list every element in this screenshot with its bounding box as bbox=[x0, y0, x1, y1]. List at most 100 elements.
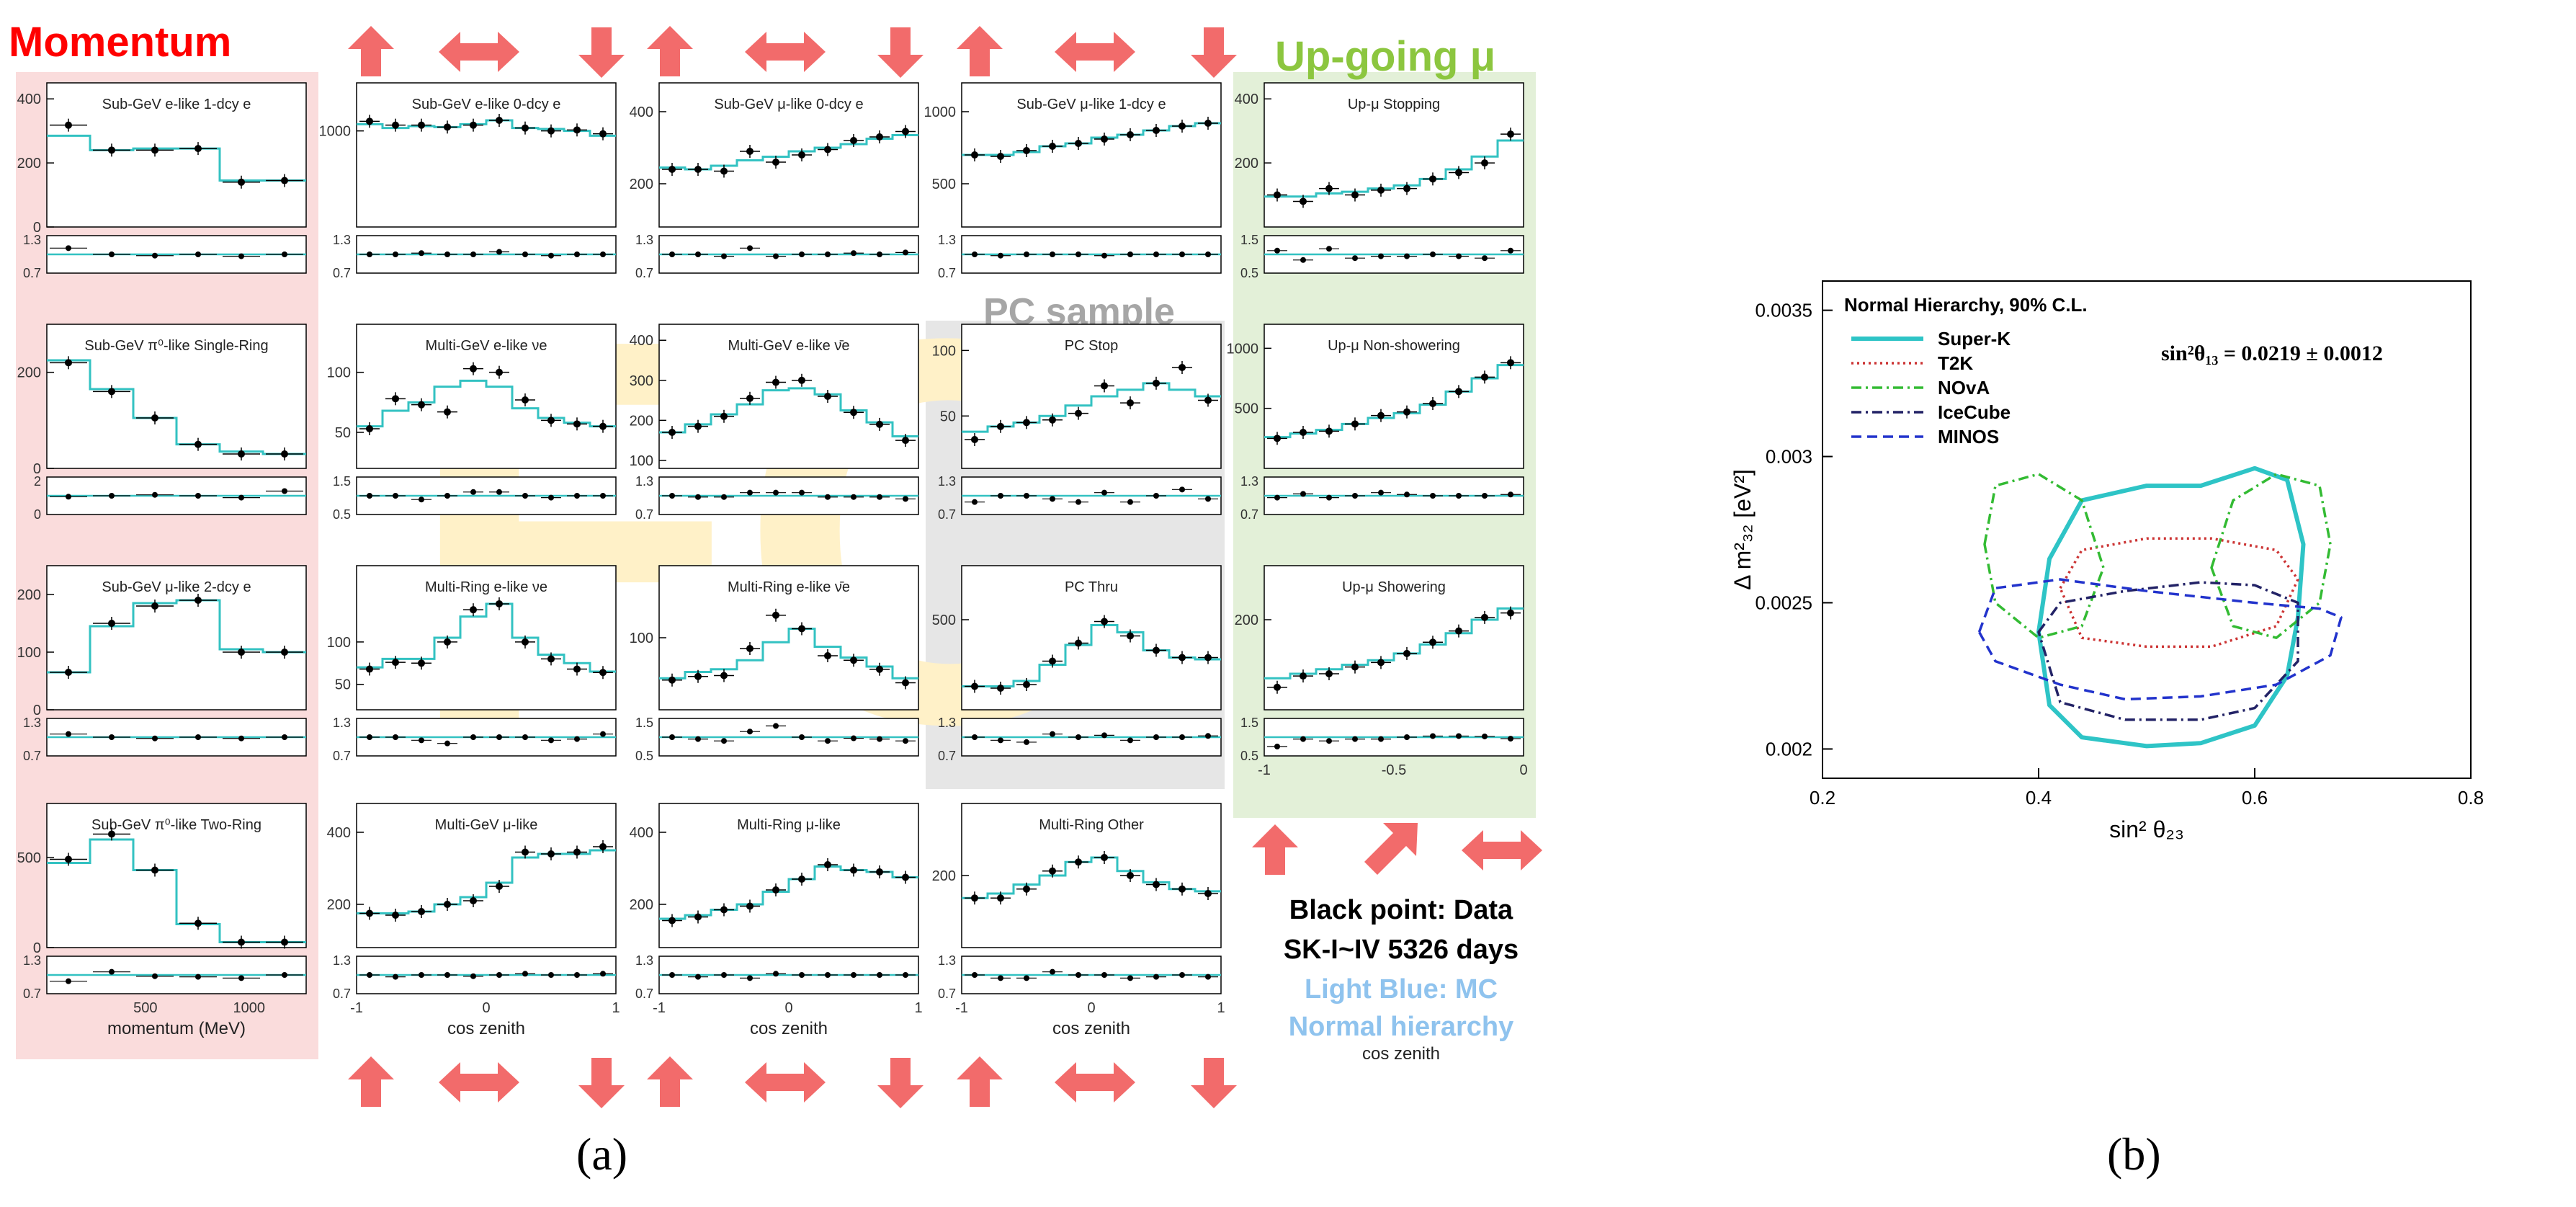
data-point bbox=[392, 121, 399, 129]
panel-frame bbox=[658, 803, 919, 948]
data-point bbox=[392, 395, 399, 403]
data-point bbox=[1101, 382, 1108, 390]
ratio-point bbox=[574, 493, 580, 499]
ratio-point bbox=[600, 971, 606, 977]
contour-minos bbox=[1977, 578, 2343, 701]
ratio-tick-label: 1.3 bbox=[635, 953, 653, 968]
data-point bbox=[1075, 140, 1082, 147]
data-point bbox=[1351, 420, 1359, 428]
data-point bbox=[1127, 872, 1134, 879]
panel-2-0: Sub-GeV μ-like 0-dcy e 400 200 1.3 0.7 bbox=[630, 82, 919, 280]
arrow-up-icon bbox=[957, 26, 1003, 76]
ratio-point bbox=[1378, 489, 1384, 496]
y-tick-label: 1000 bbox=[924, 104, 957, 120]
ratio-point bbox=[998, 975, 1003, 981]
ratio-point bbox=[1127, 737, 1133, 744]
data-point bbox=[772, 378, 779, 386]
ratio-point bbox=[522, 971, 528, 977]
ratio-point bbox=[903, 972, 908, 978]
ratio-tick-label: 1.5 bbox=[333, 474, 351, 489]
ratio-point bbox=[1205, 251, 1211, 257]
panel-title: Multi-GeV e-like ν̄e bbox=[728, 338, 850, 354]
ratio-point bbox=[1075, 251, 1081, 257]
x-tick-label: 1000 bbox=[233, 1000, 266, 1016]
ratio-point bbox=[367, 734, 372, 740]
panel-1-1: Multi-GeV e-like νe 100 50 1.5 0.5 bbox=[327, 324, 617, 522]
panel-3-1: PC Stop 100 50 1.3 0.7 bbox=[932, 324, 1222, 522]
data-point bbox=[1204, 120, 1212, 127]
ratio-point bbox=[799, 251, 805, 257]
ratio-point bbox=[1153, 974, 1159, 980]
data-point bbox=[1179, 885, 1186, 893]
arrow-down-icon bbox=[877, 1058, 923, 1108]
panel-title: PC Thru bbox=[1065, 579, 1118, 595]
data-point bbox=[1429, 400, 1436, 407]
panel-3-2: PC Thru 500 1.3 0.7 bbox=[932, 565, 1222, 763]
x-tick-label: 0 bbox=[1087, 1000, 1095, 1016]
data-point bbox=[1455, 169, 1462, 177]
y-tick-label: 100 bbox=[17, 645, 41, 661]
data-point bbox=[108, 830, 115, 838]
x-tick-label: 0 bbox=[784, 1000, 792, 1016]
ratio-tick-label: 1.5 bbox=[1240, 233, 1258, 247]
x-tick-label: 0.4 bbox=[2026, 787, 2052, 809]
ratio-point bbox=[773, 489, 779, 496]
data-point bbox=[1300, 197, 1307, 205]
arrow-top-5 bbox=[877, 27, 923, 78]
arrow-bottom-2 bbox=[578, 1058, 625, 1108]
data-point bbox=[1403, 184, 1410, 192]
x-tick-label: 0.6 bbox=[2242, 787, 2268, 809]
data-point bbox=[997, 685, 1004, 692]
data-point bbox=[720, 167, 728, 175]
data-point bbox=[108, 388, 115, 396]
data-point bbox=[824, 652, 831, 659]
x-tick-label: -0.5 bbox=[1382, 762, 1406, 778]
ratio-point bbox=[721, 738, 727, 744]
ratio-tick-label: 1.3 bbox=[333, 233, 351, 247]
panel-0-2: Sub-GeV μ-like 2-dcy e 200 100 01.3 0.7 bbox=[17, 565, 307, 763]
x-axis-title: sin² θ₂₃ bbox=[2109, 816, 2184, 842]
y-tick-label: 50 bbox=[940, 409, 956, 424]
ratio-point bbox=[419, 250, 424, 257]
ratio-point bbox=[998, 493, 1003, 499]
ratio-point bbox=[1456, 493, 1462, 499]
data-point bbox=[194, 440, 202, 448]
ratio-point bbox=[1101, 489, 1107, 496]
ratio-tick-label: 1.3 bbox=[23, 953, 41, 968]
y-tick-label: 0.0035 bbox=[1755, 300, 1812, 321]
panel-2-2: Multi-Ring e-like ν̄e 100 1.5 0.5 bbox=[630, 565, 919, 763]
data-point bbox=[65, 855, 72, 863]
y-tick-label: 200 bbox=[932, 868, 956, 884]
ratio-tick-label: 1.3 bbox=[1240, 474, 1258, 489]
ratio-point bbox=[1378, 736, 1384, 742]
x-tick-label: -1 bbox=[350, 1000, 363, 1016]
arrow-bottom-5 bbox=[877, 1058, 923, 1108]
ratio-tick-label: 0.7 bbox=[938, 266, 956, 280]
arrow-top-8 bbox=[1191, 27, 1237, 78]
panel-title: Sub-GeV e-like 0-dcy e bbox=[412, 97, 561, 112]
ratio-point bbox=[903, 738, 908, 744]
data-point bbox=[1101, 135, 1108, 143]
mc-histogram bbox=[1264, 607, 1524, 680]
y-tick-label: 400 bbox=[630, 104, 653, 120]
data-point bbox=[824, 146, 831, 153]
ratio-point bbox=[238, 494, 244, 501]
ratio-point bbox=[1482, 493, 1488, 499]
data-point bbox=[997, 153, 1004, 160]
arrow-top-7 bbox=[1055, 32, 1135, 72]
data-point bbox=[1179, 364, 1186, 371]
arrow-top-6 bbox=[957, 26, 1003, 76]
ratio-point bbox=[747, 489, 753, 496]
ratio-point bbox=[195, 974, 201, 980]
data-point bbox=[470, 365, 477, 373]
ratio-point bbox=[695, 494, 701, 500]
ratio-point bbox=[1153, 734, 1159, 740]
ratio-point bbox=[669, 972, 675, 978]
data-point bbox=[573, 848, 581, 856]
ratio-tick-label: 1.5 bbox=[1240, 716, 1258, 730]
x-axis-label: cos zenith bbox=[447, 1019, 525, 1038]
ratio-point bbox=[1153, 493, 1159, 499]
ratio-tick-label: 0.7 bbox=[23, 986, 41, 1001]
ratio-point bbox=[496, 972, 502, 978]
ratio-point bbox=[419, 496, 424, 503]
